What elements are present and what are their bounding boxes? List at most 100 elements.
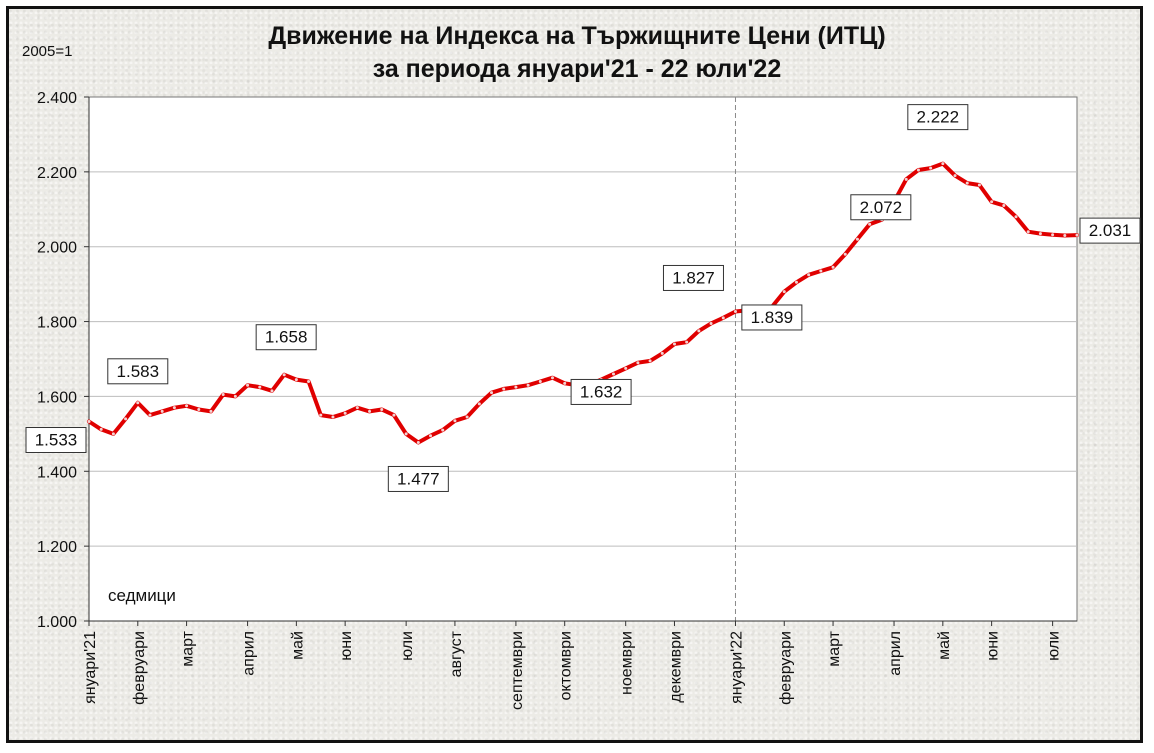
data-point — [1014, 215, 1018, 219]
data-label: 2.072 — [860, 198, 903, 217]
data-point — [672, 342, 676, 346]
x-tick-label: май — [936, 631, 953, 660]
x-tick-label: март — [826, 630, 843, 666]
data-point — [965, 181, 969, 185]
data-label: 1.839 — [751, 308, 794, 327]
annotation-layer: 1.533 1.583 1.658 1.477 1.632 1.827 1.839 2.072… — [25, 104, 1141, 492]
data-point — [343, 411, 347, 415]
data-point — [733, 309, 737, 313]
axis-layer: 1.000 1.200 1.400 1.600 1.800 2.000 2.200 2.400… — [37, 90, 1077, 710]
y-tick-label: 2.200 — [37, 165, 77, 182]
grid-layer — [88, 96, 1078, 622]
data-label: 1.477 — [397, 469, 440, 488]
data-point — [453, 419, 457, 423]
x-tick-label: юни — [338, 631, 355, 661]
x-tick-label: септември — [509, 631, 526, 710]
x-tick-label: октомври — [558, 631, 575, 700]
data-point — [526, 383, 530, 387]
y-tick-label: 1.600 — [37, 389, 77, 406]
data-point — [380, 408, 384, 412]
data-point — [429, 434, 433, 438]
data-point — [807, 273, 811, 277]
data-point — [1026, 230, 1030, 234]
data-point — [355, 406, 359, 410]
x-tick-label: декември — [667, 631, 684, 703]
data-point — [331, 415, 335, 419]
data-point — [538, 379, 542, 383]
y-tick-label: 1.000 — [37, 614, 77, 631]
data-point — [941, 162, 945, 166]
x-tick-label: януари'21 — [82, 631, 99, 704]
data-point — [551, 376, 555, 380]
data-point — [441, 428, 445, 432]
data-label: 2.031 — [1089, 221, 1132, 240]
x-tick-label: март — [180, 630, 197, 666]
data-point — [282, 373, 286, 377]
data-point — [953, 174, 957, 178]
chart-title: Движение на Индекса на Тържищните Цени (… — [268, 22, 886, 50]
data-label-box — [570, 378, 632, 405]
data-point — [904, 177, 908, 181]
data-point — [197, 408, 201, 412]
data-label: 1.658 — [265, 328, 308, 347]
x-tick-label: май — [289, 631, 306, 660]
data-label-box — [387, 465, 449, 492]
data-point — [246, 383, 250, 387]
data-point — [160, 409, 164, 413]
data-point — [843, 252, 847, 256]
data-point — [172, 406, 176, 410]
data-point — [233, 394, 237, 398]
data-point — [319, 413, 323, 417]
data-point — [307, 379, 311, 383]
data-point — [368, 409, 372, 413]
y-tick-label: 1.200 — [37, 539, 77, 556]
data-label: 1.583 — [117, 362, 160, 381]
x-tick-label: февруари — [777, 631, 794, 705]
data-label-box — [107, 358, 169, 385]
data-point — [294, 378, 298, 382]
data-point — [636, 361, 640, 365]
data-point — [1051, 233, 1055, 237]
x-tick-label: април — [887, 631, 904, 676]
data-point — [465, 415, 469, 419]
data-point — [831, 265, 835, 269]
x-axis-label: седмици — [108, 586, 176, 605]
data-point — [697, 329, 701, 333]
y-tick-label: 2.000 — [37, 240, 77, 257]
x-tick-label: юли — [1046, 631, 1063, 661]
data-label: 1.827 — [672, 268, 715, 287]
y-tick-label: 1.400 — [37, 464, 77, 481]
data-point — [502, 387, 506, 391]
data-label-box — [662, 264, 724, 291]
data-label: 1.632 — [580, 382, 623, 401]
data-point — [111, 432, 115, 436]
data-point — [819, 269, 823, 273]
data-point — [977, 183, 981, 187]
x-tick-label: януари'22 — [728, 631, 745, 704]
data-point — [709, 321, 713, 325]
data-label: 1.533 — [35, 431, 78, 450]
data-point — [855, 237, 859, 241]
data-label-box — [741, 304, 803, 331]
data-point — [624, 366, 628, 370]
data-point — [270, 389, 274, 393]
x-tick-label: април — [241, 631, 258, 676]
data-point — [916, 168, 920, 172]
data-point — [148, 413, 152, 417]
data-point — [660, 351, 664, 355]
data-point — [929, 166, 933, 170]
unit-label: 2005=1 — [22, 43, 73, 60]
x-tick-label: ноември — [619, 631, 636, 695]
data-point — [648, 359, 652, 363]
y-tick-label: 1.800 — [37, 315, 77, 332]
data-label-box — [25, 427, 87, 454]
data-point — [221, 393, 225, 397]
data-point — [87, 420, 91, 424]
data-label-box — [1079, 217, 1141, 244]
chart-subtitle: за периода януари'21 - 22 юли'22 — [372, 55, 782, 83]
data-label: 2.222 — [917, 108, 960, 127]
data-label-box — [907, 104, 969, 131]
data-point — [721, 316, 725, 320]
data-point — [514, 385, 518, 389]
